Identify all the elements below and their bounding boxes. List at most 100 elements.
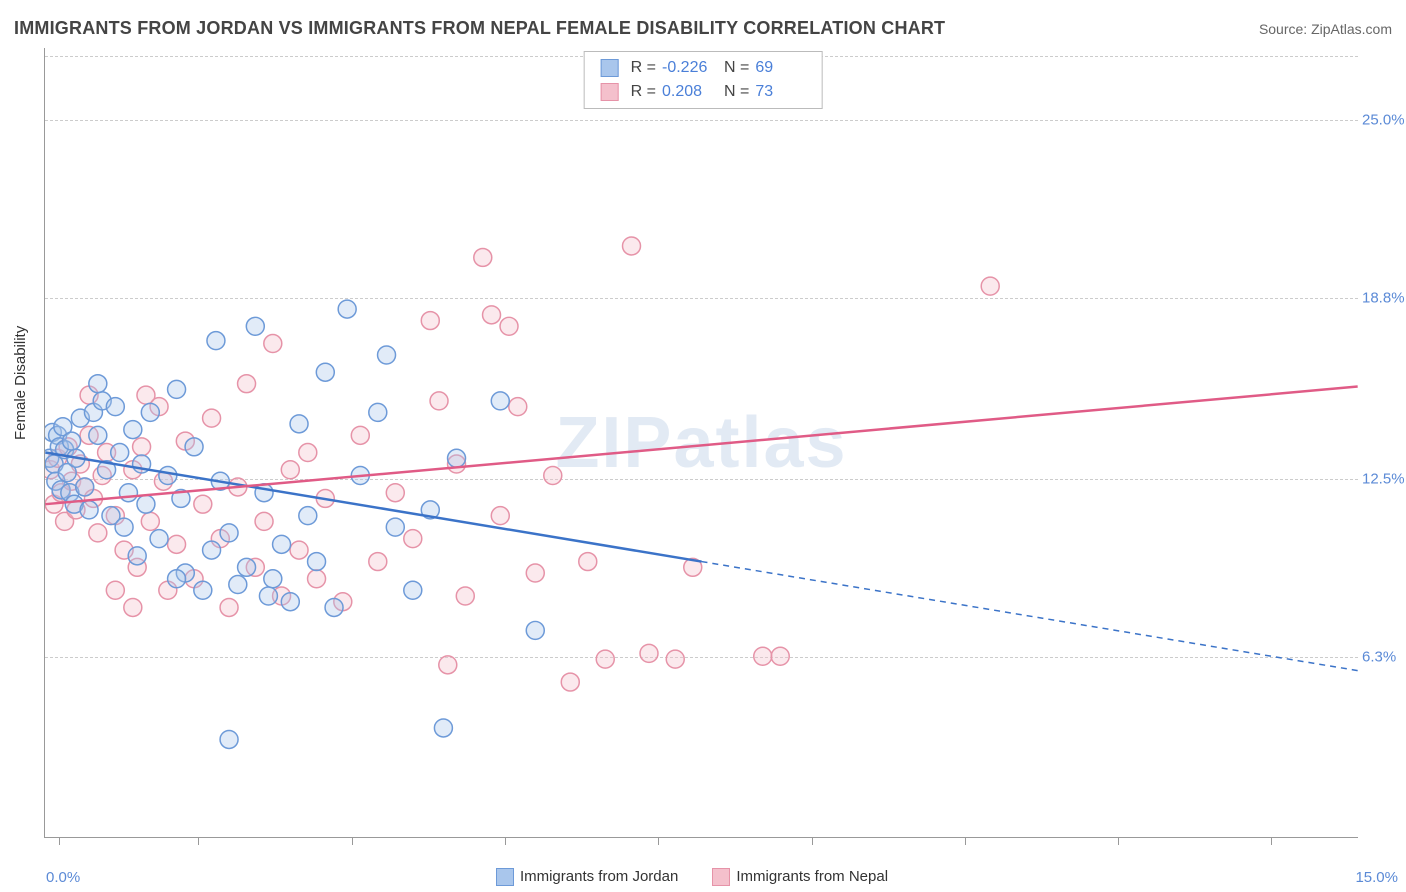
data-point-nepal — [351, 426, 369, 444]
data-point-nepal — [526, 564, 544, 582]
data-point-jordan — [246, 317, 264, 335]
x-tick — [352, 837, 353, 845]
data-point-nepal — [596, 650, 614, 668]
data-point-jordan — [526, 621, 544, 639]
y-tick-label: 12.5% — [1362, 470, 1406, 487]
data-point-jordan — [150, 530, 168, 548]
data-point-jordan — [168, 570, 186, 588]
data-point-jordan — [369, 403, 387, 421]
data-point-nepal — [203, 409, 221, 427]
x-tick — [965, 837, 966, 845]
trend-line-nepal — [45, 387, 1357, 505]
data-point-nepal — [220, 598, 238, 616]
data-point-nepal — [386, 484, 404, 502]
data-point-nepal — [439, 656, 457, 674]
data-point-nepal — [238, 375, 256, 393]
data-point-jordan — [89, 426, 107, 444]
data-point-jordan — [220, 730, 238, 748]
y-tick-label: 18.8% — [1362, 289, 1406, 306]
data-point-nepal — [290, 541, 308, 559]
data-point-nepal — [308, 570, 326, 588]
data-point-nepal — [106, 581, 124, 599]
data-point-nepal — [561, 673, 579, 691]
data-point-jordan — [119, 484, 137, 502]
data-point-jordan — [203, 541, 221, 559]
legend-series-label: Immigrants from Jordan — [520, 868, 678, 885]
data-point-jordan — [168, 380, 186, 398]
data-point-nepal — [640, 644, 658, 662]
x-tick — [1271, 837, 1272, 845]
data-point-jordan — [141, 403, 159, 421]
data-point-jordan — [273, 535, 291, 553]
data-point-jordan — [434, 719, 452, 737]
data-point-jordan — [76, 478, 94, 496]
legend-series-label: Immigrants from Nepal — [736, 868, 888, 885]
data-point-jordan — [115, 518, 133, 536]
data-point-nepal — [141, 512, 159, 530]
data-point-jordan — [111, 444, 129, 462]
data-point-nepal — [579, 553, 597, 571]
data-point-jordan — [159, 467, 177, 485]
data-point-nepal — [124, 598, 142, 616]
data-point-nepal — [483, 306, 501, 324]
y-tick-label: 6.3% — [1362, 649, 1406, 666]
series-legend: Immigrants from Jordan Immigrants from Ne… — [0, 868, 1406, 886]
data-point-nepal — [430, 392, 448, 410]
x-tick — [1118, 837, 1119, 845]
scatter-svg — [45, 48, 1358, 837]
n-value: 73 — [755, 80, 811, 104]
data-point-jordan — [238, 558, 256, 576]
x-tick — [198, 837, 199, 845]
legend-swatch — [601, 59, 619, 77]
source-prefix: Source: — [1259, 21, 1311, 37]
data-point-jordan — [194, 581, 212, 599]
legend-stat-row: R =-0.226N =69 — [595, 56, 812, 80]
data-point-jordan — [491, 392, 509, 410]
data-point-nepal — [509, 398, 527, 416]
legend-swatch — [496, 868, 514, 886]
x-tick — [59, 837, 60, 845]
n-value: 69 — [755, 56, 811, 80]
data-point-jordan — [128, 547, 146, 565]
data-point-jordan — [255, 484, 273, 502]
data-point-nepal — [666, 650, 684, 668]
data-point-jordan — [220, 524, 238, 542]
chart-header: IMMIGRANTS FROM JORDAN VS IMMIGRANTS FRO… — [14, 18, 1392, 39]
data-point-jordan — [185, 438, 203, 456]
r-value: -0.226 — [662, 56, 718, 80]
data-point-nepal — [421, 312, 439, 330]
data-point-jordan — [325, 598, 343, 616]
source-name: ZipAtlas.com — [1311, 21, 1392, 37]
data-point-jordan — [124, 421, 142, 439]
data-point-jordan — [281, 593, 299, 611]
data-point-jordan — [290, 415, 308, 433]
chart-title: IMMIGRANTS FROM JORDAN VS IMMIGRANTS FRO… — [14, 18, 945, 39]
data-point-nepal — [404, 530, 422, 548]
data-point-jordan — [264, 570, 282, 588]
data-point-jordan — [308, 553, 326, 571]
data-point-nepal — [771, 647, 789, 665]
r-label: R = — [631, 80, 656, 104]
data-point-nepal — [281, 461, 299, 479]
legend-stat-row: R = 0.208N =73 — [595, 80, 812, 104]
correlation-legend-box: R =-0.226N =69R = 0.208N =73 — [584, 51, 823, 109]
data-point-nepal — [474, 248, 492, 266]
data-point-nepal — [544, 467, 562, 485]
data-point-jordan — [448, 449, 466, 467]
data-point-jordan — [89, 375, 107, 393]
data-point-nepal — [369, 553, 387, 571]
data-point-jordan — [316, 363, 334, 381]
data-point-nepal — [89, 524, 107, 542]
data-point-nepal — [255, 512, 273, 530]
data-point-nepal — [754, 647, 772, 665]
n-label: N = — [724, 56, 749, 80]
data-point-jordan — [207, 332, 225, 350]
chart-plot-area: ZIPatlas 6.3%12.5%18.8%25.0% — [44, 48, 1358, 838]
data-point-nepal — [623, 237, 641, 255]
data-point-jordan — [80, 501, 98, 519]
y-tick-label: 25.0% — [1362, 111, 1406, 128]
x-tick — [812, 837, 813, 845]
data-point-nepal — [264, 335, 282, 353]
data-point-jordan — [338, 300, 356, 318]
data-point-jordan — [259, 587, 277, 605]
